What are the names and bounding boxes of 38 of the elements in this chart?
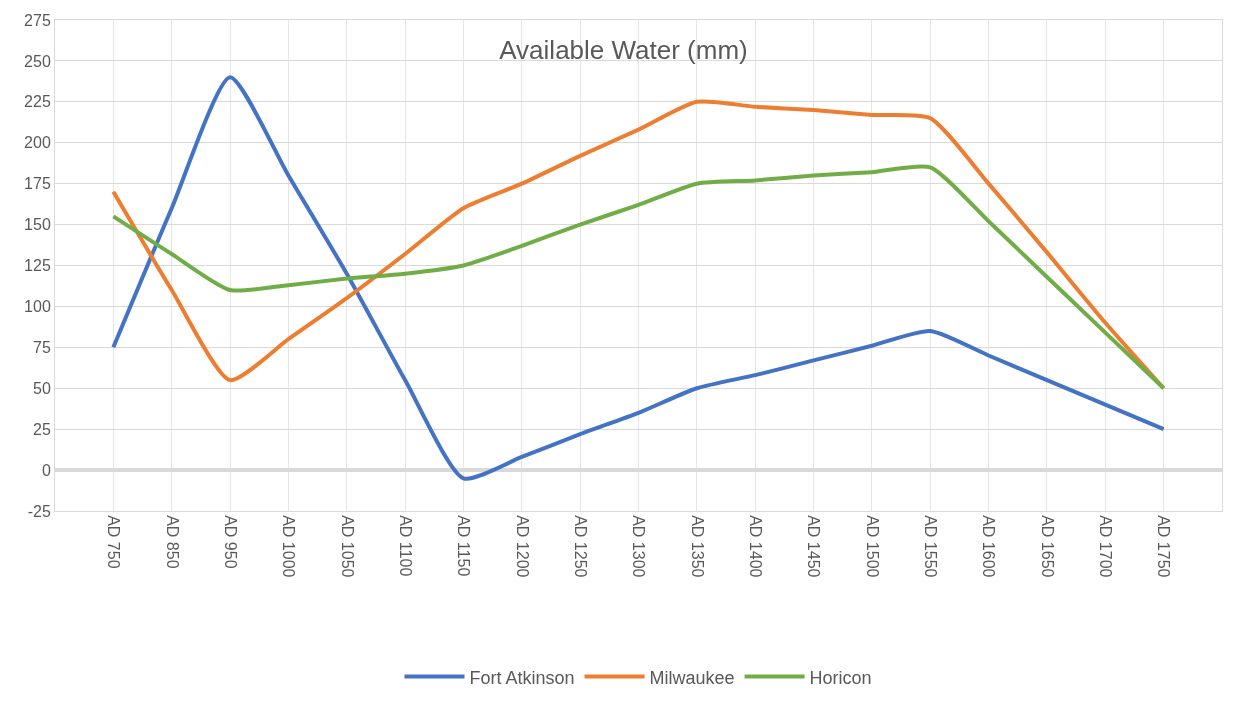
y-tick-label: 0 bbox=[41, 461, 51, 479]
y-tick-label: 200 bbox=[24, 134, 51, 152]
y-tick-label: 175 bbox=[24, 175, 51, 193]
line-series bbox=[111, 164, 1166, 391]
line-series bbox=[111, 75, 1166, 481]
y-tick-label: 50 bbox=[33, 379, 51, 397]
x-tick-label: AD 950 bbox=[221, 515, 239, 569]
y-tick-label: 75 bbox=[33, 338, 51, 356]
y-tick-label: 150 bbox=[24, 216, 51, 234]
x-tick-label: AD 1000 bbox=[280, 515, 298, 578]
y-tick-label: -25 bbox=[27, 502, 51, 520]
y-tick-label: 275 bbox=[24, 11, 51, 29]
x-tick-label: AD 1100 bbox=[396, 515, 414, 577]
legend-label: Milwaukee bbox=[649, 667, 735, 688]
x-tick-label: AD 1550 bbox=[922, 515, 940, 578]
x-tick-label: AD 1700 bbox=[1097, 515, 1115, 578]
y-tick-label: 25 bbox=[33, 420, 51, 438]
x-tick-label: AD 1150 bbox=[455, 515, 473, 577]
legend-label: Horicon bbox=[809, 667, 872, 688]
x-tick-label: AD 1350 bbox=[688, 515, 706, 578]
x-tick-label: AD 1650 bbox=[1038, 515, 1056, 578]
y-tick-label: 125 bbox=[24, 257, 51, 275]
x-tick-label: AD 1600 bbox=[980, 515, 998, 578]
x-tick-label: AD 1200 bbox=[513, 515, 531, 578]
x-tick-label: AD 750 bbox=[105, 515, 123, 569]
y-tick-label: 250 bbox=[24, 52, 51, 70]
x-tick-label: AD 1300 bbox=[630, 515, 648, 578]
x-tick-label: AD 1250 bbox=[571, 515, 589, 578]
x-tick-label: AD 1400 bbox=[747, 515, 764, 578]
x-tick-label: AD 1500 bbox=[863, 515, 881, 578]
legend-label: Fort Atkinson bbox=[469, 667, 575, 688]
x-tick-label: AD 1750 bbox=[1155, 515, 1173, 578]
text: Available Water (mm) bbox=[499, 34, 748, 65]
x-tick-label: AD 1050 bbox=[338, 515, 356, 578]
x-tick-label: AD 1450 bbox=[805, 515, 823, 578]
x-tick-label: AD 850 bbox=[163, 515, 181, 569]
y-tick-label: 100 bbox=[24, 298, 51, 316]
y-tick-label: 225 bbox=[24, 93, 51, 111]
